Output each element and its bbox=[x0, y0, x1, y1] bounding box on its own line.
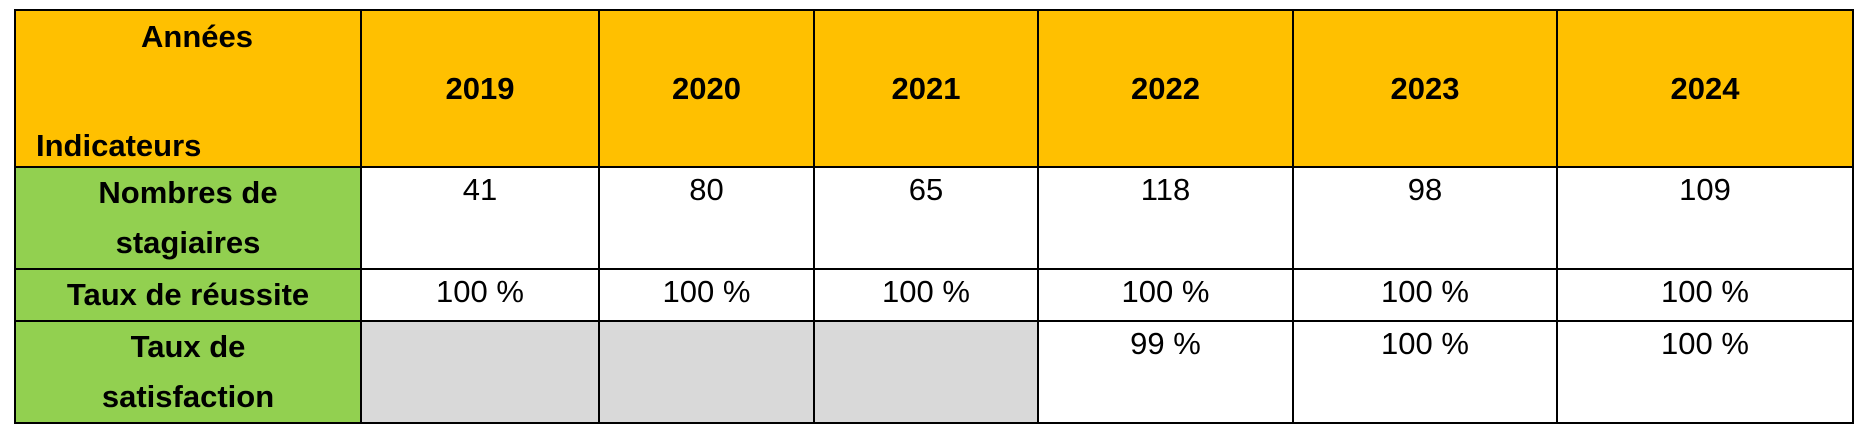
row-label-line: satisfaction bbox=[101, 379, 275, 414]
value-cell: 100 % bbox=[360, 268, 600, 322]
value-cell: 118 bbox=[1037, 166, 1294, 270]
value-cell: 65 bbox=[813, 166, 1039, 270]
corner-cell: Années Indicateurs bbox=[14, 9, 362, 168]
row-label: Nombres de stagiaires bbox=[14, 166, 362, 270]
value-cell: 109 bbox=[1556, 166, 1854, 270]
year-header: 2022 bbox=[1037, 9, 1294, 168]
row-label-line: Taux de réussite bbox=[66, 277, 310, 312]
corner-top: Années bbox=[141, 19, 253, 54]
year-header: 2024 bbox=[1556, 9, 1854, 168]
empty-cell bbox=[360, 320, 600, 424]
value-cell: 100 % bbox=[1292, 320, 1558, 424]
corner-bottom: Indicateurs bbox=[36, 128, 202, 163]
year-header: 2021 bbox=[813, 9, 1039, 168]
table-body: Années Indicateurs 2019 2020 2021 2022 2023 2… bbox=[14, 9, 1854, 424]
value-cell: 100 % bbox=[1556, 268, 1854, 322]
value-cell: 100 % bbox=[813, 268, 1039, 322]
data-row: Taux de satisfaction 99 % 100 % 100 % bbox=[14, 320, 1854, 424]
value-cell: 98 bbox=[1292, 166, 1558, 270]
data-row: Nombres de stagiaires 41 80 65 118 98 109 bbox=[14, 166, 1854, 270]
value-cell: 100 % bbox=[598, 268, 815, 322]
year-header: 2023 bbox=[1292, 9, 1558, 168]
value-cell: 100 % bbox=[1292, 268, 1558, 322]
value-cell: 100 % bbox=[1037, 268, 1294, 322]
value-cell: 41 bbox=[360, 166, 600, 270]
data-row: Taux de réussite 100 % 100 % 100 % 100 % 100 … bbox=[14, 268, 1854, 322]
value-cell: 80 bbox=[598, 166, 815, 270]
year-header: 2020 bbox=[598, 9, 815, 168]
indicators-table: Années Indicateurs 2019 2020 2021 2022 2023 2… bbox=[14, 9, 1854, 424]
row-label: Taux de réussite bbox=[14, 268, 362, 322]
value-cell: 100 % bbox=[1556, 320, 1854, 424]
row-label: Taux de satisfaction bbox=[14, 320, 362, 424]
header-row: Années Indicateurs 2019 2020 2021 2022 2023 2… bbox=[14, 9, 1854, 168]
row-label-line: stagiaires bbox=[115, 225, 261, 260]
empty-cell bbox=[813, 320, 1039, 424]
value-cell: 99 % bbox=[1037, 320, 1294, 424]
row-label-line: Taux de bbox=[130, 329, 246, 364]
year-header: 2019 bbox=[360, 9, 600, 168]
row-label-line: Nombres de bbox=[98, 175, 278, 210]
empty-cell bbox=[598, 320, 815, 424]
